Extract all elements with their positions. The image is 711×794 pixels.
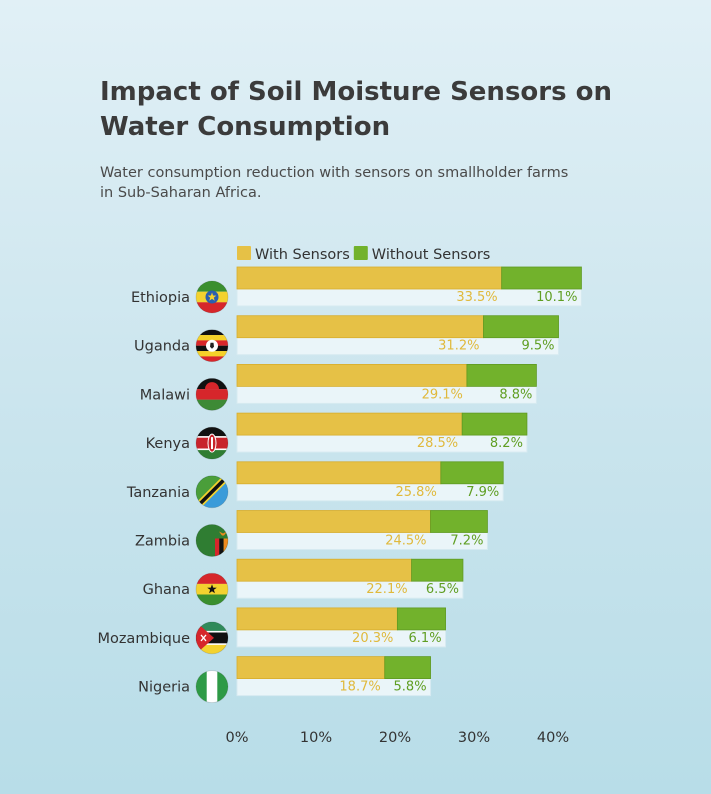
chart-title-line: Impact of Soil Moisture Sensors on bbox=[100, 77, 612, 107]
bar-with-sensors bbox=[236, 656, 386, 679]
category-label: Kenya bbox=[146, 436, 190, 452]
chart-title-line: Water Consumption bbox=[100, 112, 390, 142]
bar-background bbox=[236, 432, 528, 453]
value-label-without-sensors: 6.5% bbox=[426, 582, 459, 597]
value-label-with-sensors: 28.5% bbox=[417, 436, 458, 451]
value-label-without-sensors: 8.2% bbox=[490, 436, 523, 451]
value-label-with-sensors: 24.5% bbox=[385, 534, 426, 549]
legend-swatch bbox=[237, 246, 251, 260]
bar-row: 33.5% 10.1% Ethiopia bbox=[131, 266, 582, 314]
value-label-with-sensors: 25.8% bbox=[396, 485, 437, 500]
x-tick-label: 10% bbox=[300, 730, 332, 746]
value-label-with-sensors: 20.3% bbox=[352, 631, 393, 646]
bar-background bbox=[236, 335, 560, 356]
legend-swatch bbox=[353, 246, 368, 260]
value-label-without-sensors: 7.2% bbox=[450, 534, 483, 549]
value-label-without-sensors: 8.8% bbox=[499, 387, 532, 402]
bar-without-sensors bbox=[466, 363, 537, 387]
chart-title: Impact of Soil Moisture Sensors on Water… bbox=[100, 77, 621, 142]
bar-background bbox=[236, 286, 582, 307]
x-tick-label: 0% bbox=[225, 730, 248, 746]
malawi-flag-icon bbox=[195, 377, 229, 411]
chart-subtitle-line: Water consumption reduction with sensors… bbox=[100, 165, 568, 181]
bar-row: 20.3% 6.1% Mozambique bbox=[97, 607, 447, 655]
bar-row: 18.7% 5.8% Nigeria bbox=[138, 656, 432, 703]
value-label-with-sensors: 31.2% bbox=[438, 339, 479, 354]
bar-without-sensors bbox=[483, 315, 559, 339]
bar-without-sensors bbox=[501, 266, 582, 290]
legend-item: Without Sensors bbox=[353, 246, 491, 263]
value-label-without-sensors: 5.8% bbox=[394, 680, 427, 695]
bar-row: 29.1% 8.8% Malawi bbox=[140, 363, 537, 411]
bar-with-sensors bbox=[236, 461, 442, 485]
category-label: Uganda bbox=[134, 339, 190, 355]
bar-without-sensors bbox=[411, 558, 464, 582]
bar-background bbox=[236, 383, 537, 404]
bar-with-sensors bbox=[236, 315, 484, 339]
legend-item: With Sensors bbox=[237, 246, 350, 263]
bar-without-sensors bbox=[461, 412, 528, 436]
x-axis: 0% 10% 20% 30% 40% bbox=[225, 730, 569, 746]
bar-row: 25.8% 7.9% Tanzania bbox=[126, 461, 504, 509]
legend-label: Without Sensors bbox=[372, 247, 491, 263]
uganda-flag-icon bbox=[195, 329, 229, 363]
ethiopia-flag-icon bbox=[195, 280, 229, 314]
mozambique-flag-icon bbox=[195, 621, 229, 655]
legend-label: With Sensors bbox=[255, 247, 350, 263]
value-label-with-sensors: 22.1% bbox=[366, 582, 407, 597]
x-tick-label: 20% bbox=[379, 730, 411, 746]
category-label: Ghana bbox=[143, 582, 190, 598]
bar-with-sensors bbox=[236, 510, 431, 533]
bar-with-sensors bbox=[236, 412, 463, 436]
bar-without-sensors bbox=[384, 656, 431, 679]
kenya-flag-icon bbox=[195, 426, 229, 460]
bar-without-sensors bbox=[430, 510, 488, 533]
bar-background bbox=[236, 481, 504, 502]
category-label: Zambia bbox=[135, 534, 190, 550]
value-label-with-sensors: 33.5% bbox=[456, 290, 497, 305]
category-label: Malawi bbox=[140, 387, 190, 403]
value-label-with-sensors: 29.1% bbox=[422, 387, 463, 402]
bar-with-sensors bbox=[236, 558, 412, 582]
category-label: Ethiopia bbox=[131, 290, 190, 306]
bar-row: 22.1% 6.5% Ghana bbox=[143, 558, 464, 606]
category-label: Tanzania bbox=[126, 485, 190, 501]
nigeria-flag-icon bbox=[195, 670, 229, 703]
legend: With Sensors Without Sensors bbox=[237, 246, 490, 263]
zambia-flag-icon bbox=[195, 524, 229, 557]
value-label-without-sensors: 7.9% bbox=[466, 485, 499, 500]
bar-with-sensors bbox=[236, 363, 468, 387]
bar-row: 28.5% 8.2% Kenya bbox=[146, 412, 528, 460]
bar-without-sensors bbox=[440, 461, 504, 485]
bar-with-sensors bbox=[236, 607, 398, 631]
category-label: Mozambique bbox=[97, 631, 190, 647]
bar-with-sensors bbox=[236, 266, 503, 290]
x-tick-label: 30% bbox=[458, 730, 490, 746]
bar-row: 24.5% 7.2% Zambia bbox=[135, 510, 488, 557]
chart-subtitle: Water consumption reduction with sensors… bbox=[100, 165, 573, 201]
value-label-with-sensors: 18.7% bbox=[339, 680, 380, 695]
category-label: Nigeria bbox=[138, 680, 190, 696]
ghana-flag-icon bbox=[195, 572, 229, 606]
bar-row: 31.2% 9.5% Uganda bbox=[134, 315, 560, 363]
x-tick-label: 40% bbox=[537, 730, 569, 746]
value-label-without-sensors: 10.1% bbox=[536, 290, 577, 305]
bar-without-sensors bbox=[396, 607, 446, 631]
tanzania-flag-icon bbox=[195, 475, 229, 509]
value-label-without-sensors: 6.1% bbox=[409, 631, 442, 646]
chart-subtitle-line: in Sub-Saharan Africa. bbox=[100, 185, 261, 201]
value-label-without-sensors: 9.5% bbox=[521, 339, 554, 354]
plot-area: 33.5% 10.1% Ethiopia 31.2% 9.5% Uganda 29.1% 8.… bbox=[97, 266, 582, 703]
